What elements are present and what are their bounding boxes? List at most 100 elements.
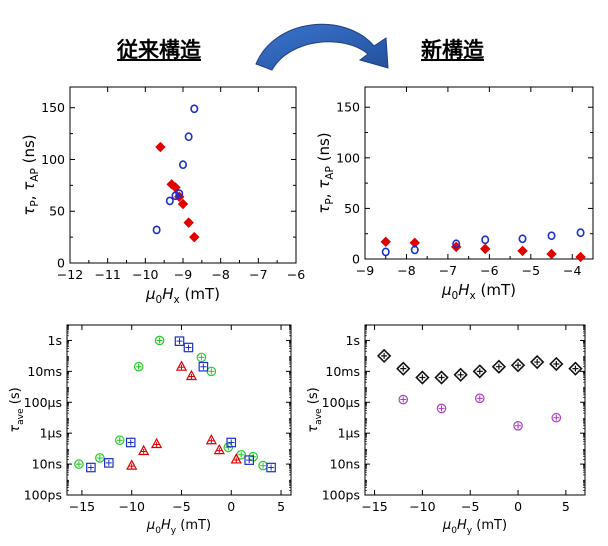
data-point — [226, 437, 237, 448]
x-tick-label: −8 — [211, 267, 229, 282]
y-tick-label: 100μs — [322, 395, 360, 410]
data-point — [568, 361, 583, 376]
y-tick-label: 100 — [41, 152, 65, 167]
y-tick-label: 100ps — [24, 488, 62, 503]
y-tick-label: 1μs — [338, 426, 360, 441]
plot-frame — [66, 324, 292, 496]
plot-frame — [364, 324, 586, 496]
data-point — [409, 237, 420, 249]
y-tick-label: 10ms — [27, 364, 62, 379]
data-point — [205, 433, 217, 445]
chart-br: −15 −10 −5 0 5 100ps 10ns 1μs 100μs 10ms 1s μ0Hy (m… — [306, 324, 586, 536]
x-tick-label: 0 — [227, 499, 235, 514]
x-tick-label: −10 — [409, 499, 435, 514]
x-tick-label: −15 — [69, 499, 95, 514]
data-point — [434, 370, 449, 385]
chart-tl: −12 −11 −10 −9 −8 −7 −6 0 50 100 150 μ0Hx (mT) τP, τ… — [20, 86, 305, 306]
data-point — [175, 360, 188, 371]
data-point — [223, 442, 234, 453]
plot-frame — [69, 86, 297, 264]
y-tick-label: 50 — [344, 201, 360, 216]
data-point — [125, 437, 136, 448]
data-point — [183, 217, 194, 228]
data-point — [513, 421, 523, 431]
x-axis-label: μ0Hx (mT) — [441, 281, 516, 302]
x-axis-label: μ0Hx (mT) — [145, 285, 220, 306]
data-point — [196, 352, 207, 363]
data-point — [396, 361, 411, 376]
data-point — [518, 234, 527, 244]
data-point — [155, 141, 166, 153]
data-point — [126, 459, 138, 470]
data-point — [481, 235, 490, 245]
y-tick-label: 0 — [57, 256, 65, 271]
x-tick-label: 5 — [562, 499, 570, 514]
data-point — [175, 189, 184, 199]
data-point — [183, 342, 194, 353]
data-point — [381, 247, 390, 257]
data-point — [189, 231, 200, 243]
data-point — [74, 459, 84, 469]
x-tick-label: −11 — [94, 267, 120, 282]
data-point — [198, 361, 209, 372]
y-axis-label: τave (s) — [306, 387, 324, 432]
data-point — [213, 443, 225, 455]
data-point — [576, 228, 585, 238]
y-tick-label: 100 — [336, 150, 360, 165]
data-point — [472, 364, 487, 379]
data-point — [152, 225, 161, 235]
data-point — [415, 370, 430, 385]
data-point — [547, 231, 556, 241]
data-point — [184, 132, 193, 142]
data-point — [546, 248, 557, 260]
data-point — [376, 348, 392, 364]
data-point — [517, 245, 528, 257]
data-point — [165, 196, 174, 206]
x-tick-label: −8 — [397, 263, 415, 278]
data-point — [453, 367, 468, 382]
data-point — [575, 251, 586, 263]
y-tick-label: 150 — [41, 100, 65, 115]
data-point — [436, 403, 447, 414]
data-point — [266, 462, 276, 473]
y-tick-label: 10ms — [325, 364, 360, 379]
y-tick-label: 50 — [49, 204, 65, 219]
series-tau_P — [380, 236, 586, 263]
series-green — [74, 335, 268, 471]
x-tick-label: −10 — [132, 267, 158, 282]
y-tick-label: 1s — [48, 333, 62, 348]
data-point — [104, 458, 114, 468]
x-tick-label: −6 — [287, 267, 305, 282]
series-blue — [86, 336, 276, 473]
series-tau_AP — [381, 228, 585, 257]
data-point — [551, 412, 562, 423]
series-black — [376, 348, 583, 385]
y-tick-label: 10ns — [330, 457, 360, 472]
data-point — [185, 369, 198, 381]
data-point — [154, 335, 165, 346]
y-tick-label: 1s — [346, 333, 360, 348]
data-point — [398, 394, 409, 405]
x-axis-label: μ0Hy (mT) — [146, 518, 211, 536]
x-tick-label: 5 — [277, 499, 285, 514]
conventional-structure-heading: 従来構造 — [117, 38, 201, 62]
data-point — [190, 104, 199, 114]
x-tick-label: −7 — [249, 267, 267, 282]
x-tick-label: −10 — [119, 499, 145, 514]
y-axis-label: τP, τAP (ns) — [315, 132, 336, 213]
y-axis-label: τave (s) — [8, 387, 26, 432]
data-point — [244, 455, 254, 465]
data-point — [510, 358, 526, 373]
data-point — [174, 336, 185, 346]
y-tick-label: 100ps — [322, 488, 360, 503]
plot-frame — [364, 86, 594, 260]
series-red — [126, 360, 242, 470]
data-point — [410, 245, 419, 255]
series-tau_AP — [152, 104, 199, 235]
data-point — [95, 453, 105, 463]
data-point — [452, 239, 461, 249]
data-point — [380, 236, 391, 248]
x-tick-label: −9 — [356, 263, 374, 278]
y-tick-label: 10ns — [32, 457, 62, 472]
